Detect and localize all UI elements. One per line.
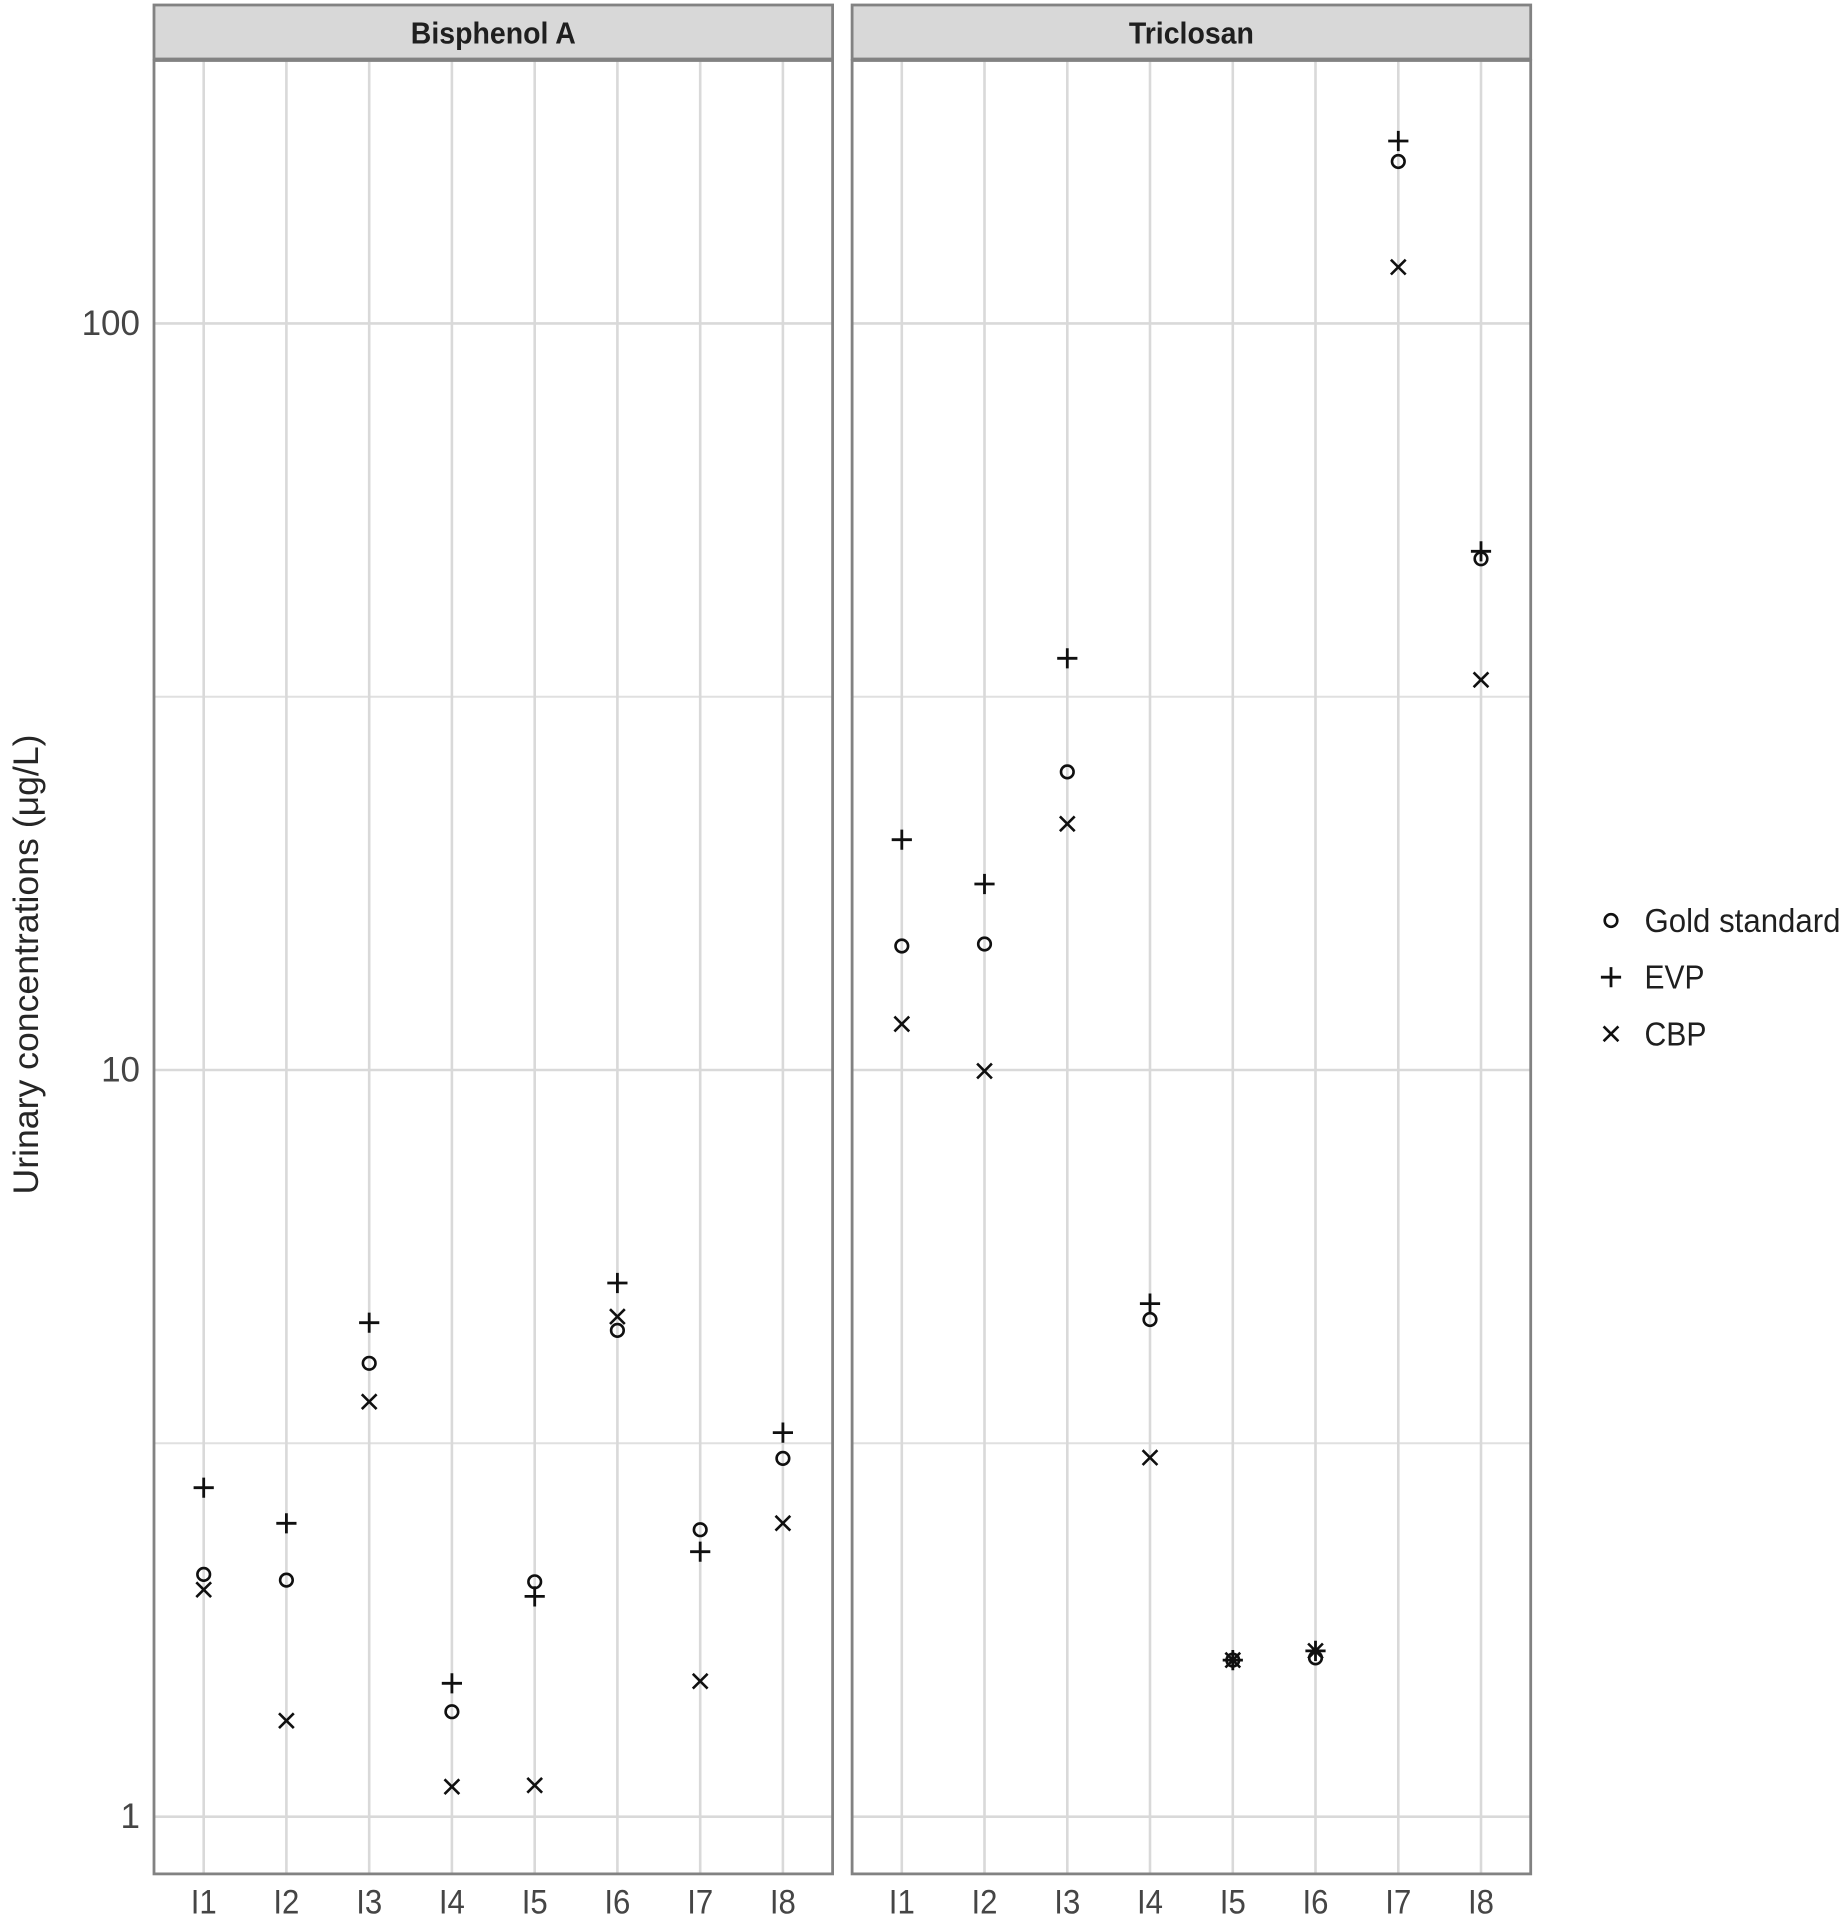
svg-text:10: 10 <box>101 1051 140 1090</box>
svg-text:I5: I5 <box>1220 1884 1246 1920</box>
svg-text:I2: I2 <box>972 1884 998 1920</box>
svg-text:I6: I6 <box>1303 1884 1329 1920</box>
svg-text:I2: I2 <box>273 1884 299 1920</box>
svg-text:I6: I6 <box>604 1884 630 1920</box>
svg-text:I1: I1 <box>889 1884 915 1920</box>
svg-text:Bisphenol A: Bisphenol A <box>411 16 576 51</box>
svg-text:I4: I4 <box>439 1884 465 1920</box>
svg-text:100: 100 <box>82 304 140 343</box>
svg-text:I5: I5 <box>522 1884 548 1920</box>
svg-text:Triclosan: Triclosan <box>1129 16 1254 51</box>
svg-text:I1: I1 <box>191 1884 217 1920</box>
svg-text:1: 1 <box>121 1797 140 1836</box>
svg-text:Urinary concentrations (μg/L): Urinary concentrations (μg/L) <box>7 735 46 1195</box>
svg-text:I3: I3 <box>1054 1884 1080 1920</box>
svg-text:I8: I8 <box>1468 1884 1494 1920</box>
svg-text:CBP: CBP <box>1645 1015 1707 1052</box>
svg-text:I4: I4 <box>1137 1884 1163 1920</box>
svg-text:I7: I7 <box>687 1884 713 1920</box>
svg-text:I7: I7 <box>1385 1884 1411 1920</box>
svg-text:EVP: EVP <box>1645 959 1705 996</box>
svg-text:Gold standard: Gold standard <box>1645 902 1841 939</box>
svg-text:I8: I8 <box>770 1884 796 1920</box>
svg-text:I3: I3 <box>356 1884 382 1920</box>
